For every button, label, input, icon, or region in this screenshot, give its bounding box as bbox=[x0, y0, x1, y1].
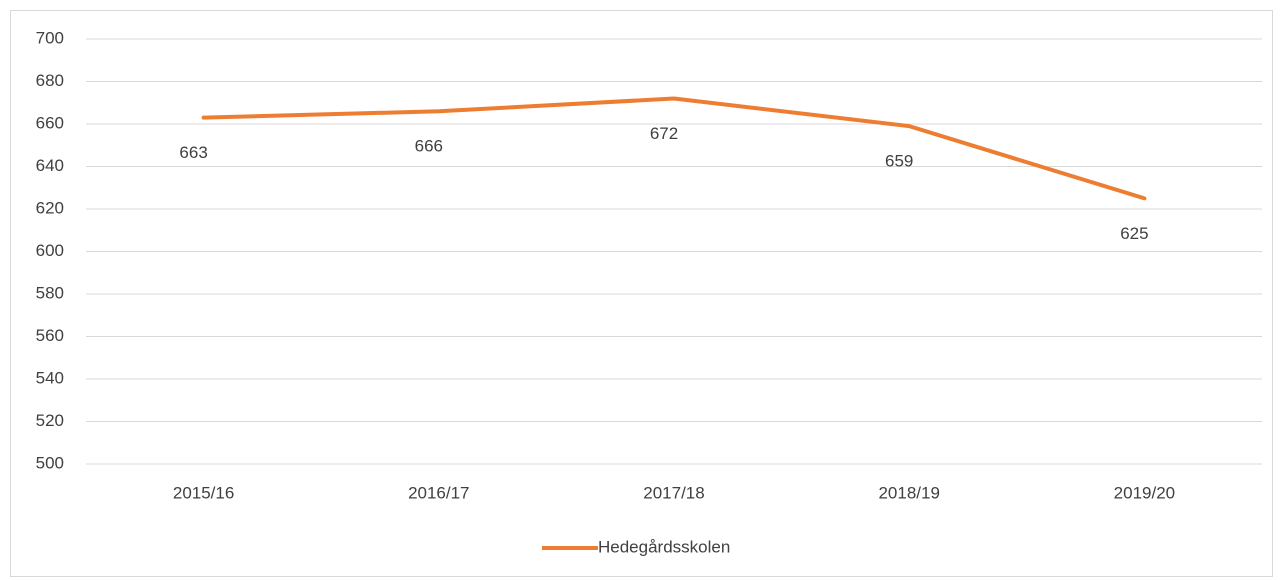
y-tick-label: 620 bbox=[36, 198, 64, 217]
x-tick-label: 2015/16 bbox=[173, 483, 234, 502]
x-tick-label: 2017/18 bbox=[643, 483, 704, 502]
data-label: 666 bbox=[415, 137, 443, 156]
legend-label: Hedegårdsskolen bbox=[598, 537, 730, 556]
x-tick-label: 2018/19 bbox=[878, 483, 939, 502]
y-tick-label: 600 bbox=[36, 241, 64, 260]
data-label: 672 bbox=[650, 124, 678, 143]
data-label: 625 bbox=[1120, 224, 1148, 243]
y-tick-label: 520 bbox=[36, 411, 64, 430]
y-tick-label: 660 bbox=[36, 113, 64, 132]
x-tick-label: 2016/17 bbox=[408, 483, 469, 502]
data-label: 659 bbox=[885, 152, 913, 171]
y-tick-label: 700 bbox=[36, 28, 64, 47]
y-tick-label: 640 bbox=[36, 156, 64, 175]
line-series bbox=[201, 96, 1147, 201]
y-tick-label: 500 bbox=[36, 453, 64, 472]
y-tick-label: 540 bbox=[36, 368, 64, 387]
x-tick-label: 2019/20 bbox=[1114, 483, 1175, 502]
y-tick-label: 580 bbox=[36, 283, 64, 302]
y-tick-label: 560 bbox=[36, 326, 64, 345]
y-tick-label: 680 bbox=[36, 71, 64, 90]
data-label: 663 bbox=[179, 143, 207, 162]
